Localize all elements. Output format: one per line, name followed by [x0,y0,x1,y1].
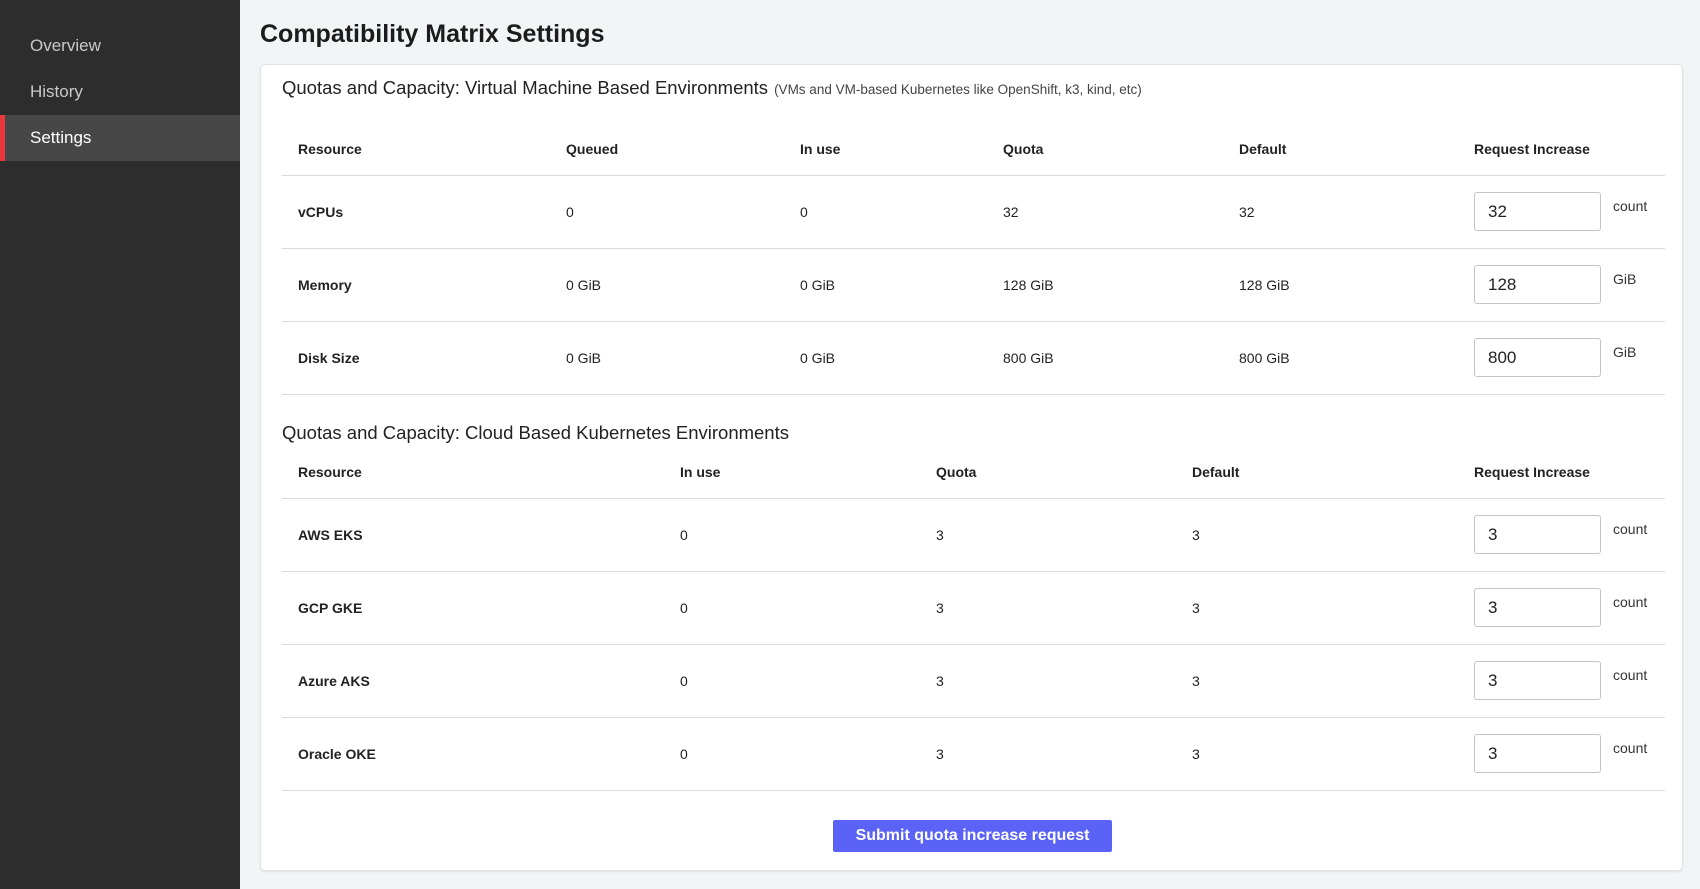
cell-resource: Disk Size [298,350,360,366]
cell-resource: Oracle OKE [298,746,376,762]
cell-in-use: 0 [800,204,808,220]
cell-quota: 3 [936,527,944,543]
cell-in-use: 0 [680,527,688,543]
cell-default: 800 GiB [1239,350,1290,366]
cell-quota: 32 [1003,204,1019,220]
request-increase-input[interactable] [1474,734,1601,773]
cell-quota: 3 [936,746,944,762]
col-resource: Resource [298,464,362,480]
col-quota: Quota [1003,141,1044,157]
col-queued: Queued [566,141,619,157]
col-in-use: In use [680,464,721,480]
request-increase-input[interactable] [1474,661,1601,700]
request-increase-input[interactable] [1474,192,1601,231]
table-row: AWS EKS 0 3 3 count [282,499,1665,572]
table-row: Azure AKS 0 3 3 count [282,645,1665,718]
table-row: Oracle OKE 0 3 3 count [282,718,1665,791]
unit-label: count [1613,521,1648,537]
sidebar-item-settings[interactable]: Settings [0,115,240,161]
cloud-quota-table: Resource In use Quota Default Request In… [282,442,1665,791]
submit-quota-request-button[interactable]: Submit quota increase request [833,820,1112,852]
request-increase-input[interactable] [1474,515,1601,554]
cell-resource: Memory [298,277,352,293]
col-quota: Quota [936,464,977,480]
unit-label: GiB [1613,271,1637,287]
cell-queued: 0 [566,204,574,220]
col-default: Default [1239,141,1287,157]
page-title: Compatibility Matrix Settings [260,20,605,48]
request-increase-input[interactable] [1474,588,1601,627]
unit-label: count [1613,740,1648,756]
cell-quota: 3 [936,673,944,689]
unit-label: GiB [1613,344,1637,360]
vm-title: Quotas and Capacity: Virtual Machine Bas… [282,77,769,98]
cloud-section-title: Quotas and Capacity: Cloud Based Kuberne… [282,422,789,443]
cell-queued: 0 GiB [566,350,602,366]
cell-in-use: 0 [680,673,688,689]
col-in-use: In use [800,141,841,157]
vm-quota-table: Resource Queued In use Quota Default Req… [282,119,1665,395]
cell-in-use: 0 [680,600,688,616]
cell-resource: GCP GKE [298,600,363,616]
cell-default: 3 [1192,527,1200,543]
cell-in-use: 0 [680,746,688,762]
col-request-increase: Request Increase [1474,464,1590,480]
cell-default: 32 [1239,204,1255,220]
vm-subtitle: (VMs and VM-based Kubernetes like OpenSh… [774,82,1142,97]
cell-default: 128 GiB [1239,277,1290,293]
col-request-increase: Request Increase [1474,141,1590,157]
request-increase-input[interactable] [1474,338,1601,377]
cell-resource: vCPUs [298,204,344,220]
cell-default: 3 [1192,673,1200,689]
sidebar-item-history[interactable]: History [30,82,83,101]
unit-label: count [1613,198,1648,214]
table-row: Disk Size 0 GiB 0 GiB 800 GiB 800 GiB GiB [282,322,1665,395]
cell-in-use: 0 GiB [800,277,836,293]
col-resource: Resource [298,141,362,157]
unit-label: count [1613,667,1648,683]
request-increase-input[interactable] [1474,265,1601,304]
settings-card: Quotas and Capacity: Virtual Machine Bas… [260,64,1683,871]
sidebar: Overview History Settings [0,0,240,889]
sidebar-item-overview[interactable]: Overview [30,36,101,55]
cell-quota: 3 [936,600,944,616]
table-row: vCPUs 0 0 32 32 count [282,176,1665,249]
vm-section-title: Quotas and Capacity: Virtual Machine Bas… [282,77,1142,99]
table-row: GCP GKE 0 3 3 count [282,572,1665,645]
cell-default: 3 [1192,746,1200,762]
table-header: Resource Queued In use Quota Default Req… [282,119,1665,176]
cell-in-use: 0 GiB [800,350,836,366]
col-default: Default [1192,464,1240,480]
cell-quota: 800 GiB [1003,350,1054,366]
table-row: Memory 0 GiB 0 GiB 128 GiB 128 GiB GiB [282,249,1665,322]
cell-default: 3 [1192,600,1200,616]
cell-resource: AWS EKS [298,527,363,543]
cell-quota: 128 GiB [1003,277,1054,293]
cell-queued: 0 GiB [566,277,602,293]
table-header: Resource In use Quota Default Request In… [282,442,1665,499]
unit-label: count [1613,594,1648,610]
cell-resource: Azure AKS [298,673,370,689]
